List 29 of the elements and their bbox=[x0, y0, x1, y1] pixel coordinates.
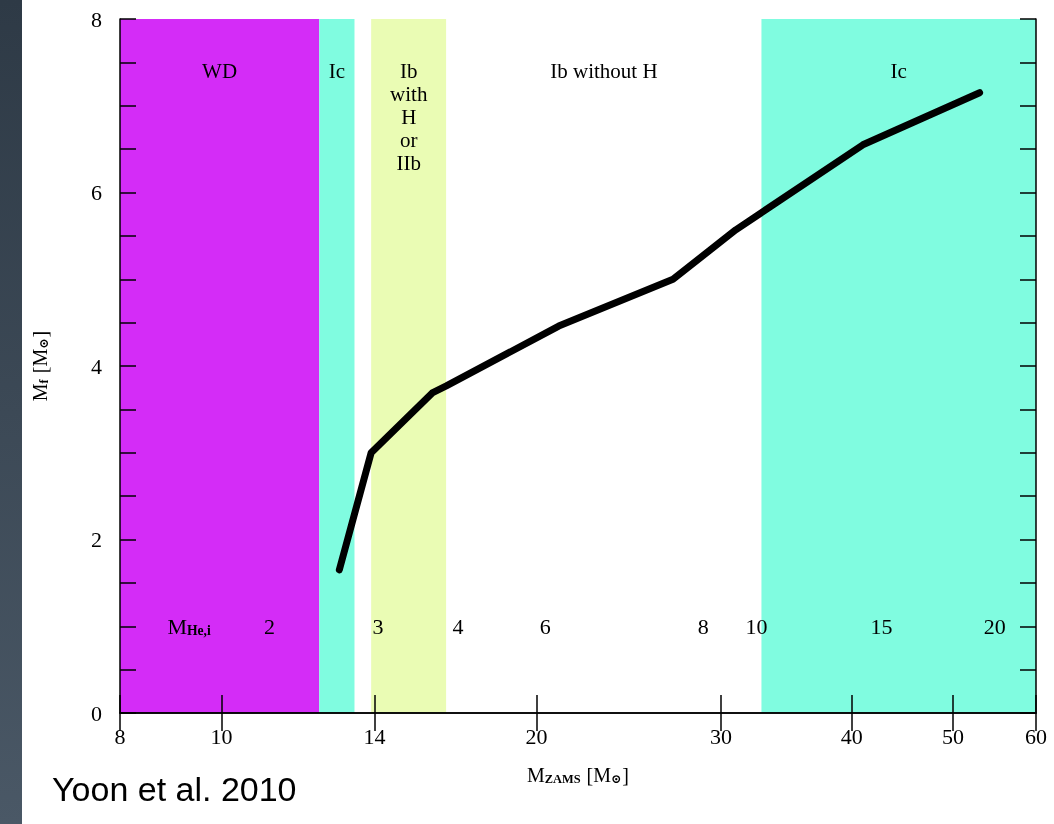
annotation: 15 bbox=[870, 613, 893, 639]
y-tick-label: 0 bbox=[91, 700, 102, 726]
annotation: 2 bbox=[264, 613, 276, 639]
annotation: 8 bbox=[697, 613, 709, 639]
x-axis-title: MZAMS [M⊙] bbox=[526, 764, 630, 786]
annotation: 10 bbox=[745, 613, 768, 639]
x-tick-label: 40 bbox=[840, 723, 863, 749]
annotation: 4 bbox=[452, 613, 464, 639]
y-tick-label: 2 bbox=[91, 527, 102, 552]
x-tick-label: 60 bbox=[1025, 723, 1047, 749]
x-tick-label: 30 bbox=[709, 723, 732, 749]
band-label: Ib with H or IIb bbox=[390, 58, 428, 175]
annotation: 6 bbox=[539, 613, 551, 639]
band-label: Ic bbox=[890, 58, 907, 83]
x-tick-label: 14 bbox=[363, 723, 386, 749]
annotation: 20 bbox=[983, 613, 1006, 639]
annotation: MHe,i bbox=[167, 613, 212, 639]
x-tick-label: 20 bbox=[525, 723, 548, 749]
x-tick-label: 10 bbox=[210, 723, 233, 749]
band-label: WD bbox=[202, 58, 238, 83]
text: Yoon et al. 2010 bbox=[52, 770, 297, 808]
x-tick-label: 50 bbox=[942, 723, 965, 749]
y-tick-label: 6 bbox=[91, 180, 102, 205]
band-label: Ic bbox=[328, 58, 346, 83]
annotation: 3 bbox=[372, 613, 384, 639]
y-tick-label: 8 bbox=[91, 6, 102, 32]
x-tick-label: 8 bbox=[114, 723, 126, 749]
band-label: Ib without H bbox=[550, 58, 658, 83]
y-tick-label: 4 bbox=[91, 353, 102, 379]
